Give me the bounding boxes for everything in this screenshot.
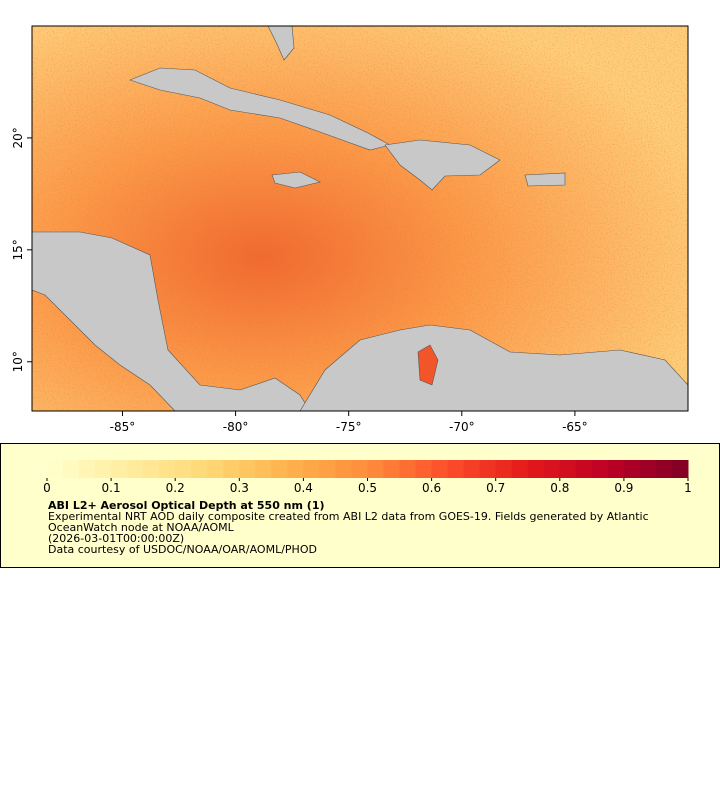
x-tick-label: -85° xyxy=(110,420,136,434)
legend-credit: Data courtesy of USDOC/NOAA/OAR/AOML/PHO… xyxy=(48,543,317,556)
colorbar-tick-label: 0.1 xyxy=(102,481,121,495)
south-america xyxy=(299,324,688,411)
colorbar-block xyxy=(447,460,465,478)
x-tick-label: -80° xyxy=(223,420,249,434)
colorbar-block xyxy=(479,460,497,478)
x-tick-label: -65° xyxy=(562,420,588,434)
colorbar-block xyxy=(367,460,385,478)
colorbar-block xyxy=(671,460,689,478)
colorbar-tick-label: 0.8 xyxy=(550,481,569,495)
colorbar-tick-label: 0.3 xyxy=(230,481,249,495)
lake-maracaibo xyxy=(417,344,439,386)
legend-text: ABI L2+ Aerosol Optical Depth at 550 nm … xyxy=(48,500,688,555)
colorbar-tick-label: 1 xyxy=(684,481,692,495)
florida xyxy=(267,26,295,61)
puerto-rico xyxy=(524,172,566,187)
legend-title: ABI L2+ Aerosol Optical Depth at 550 nm … xyxy=(48,499,325,512)
colorbar-tick-label: 0.4 xyxy=(294,481,313,495)
colorbar-block xyxy=(127,460,144,478)
jamaica xyxy=(271,171,321,189)
colorbar-block xyxy=(591,460,609,478)
colorbar-block xyxy=(319,460,336,478)
colorbar-block xyxy=(63,460,80,478)
colorbar-tick-label: 0.2 xyxy=(166,481,185,495)
colorbar-block xyxy=(303,460,320,478)
map-figure: -85° -80° -75° -70° -65° 10° 15° 20° 0 0.1 0.2 0.3… xyxy=(11,25,692,495)
colorbar-block xyxy=(335,460,352,478)
colorbar-block xyxy=(223,460,240,478)
colorbar-block xyxy=(511,460,529,478)
colorbar-block xyxy=(527,460,545,478)
colorbar-block xyxy=(175,460,192,478)
colorbar-block xyxy=(543,460,561,478)
hispaniola xyxy=(384,139,501,191)
colorbar-block xyxy=(239,460,256,478)
colorbar-block xyxy=(383,460,401,478)
colorbar-block xyxy=(143,460,160,478)
map-frame xyxy=(31,25,689,412)
y-tick-label: 20° xyxy=(11,127,25,148)
colorbar-tick-label: 0.7 xyxy=(486,481,505,495)
colorbar: 0 0.1 0.2 0.3 0.4 0.5 0.6 0.7 0.8 0.9 1 xyxy=(43,460,692,495)
colorbar-block xyxy=(271,460,288,478)
colorbar-block xyxy=(415,460,433,478)
colorbar-block xyxy=(255,460,272,478)
colorbar-block xyxy=(623,460,641,478)
land xyxy=(32,26,688,411)
colorbar-block xyxy=(607,460,625,478)
colorbar-block xyxy=(463,460,481,478)
legend-description: Experimental NRT AOD daily composite cre… xyxy=(48,510,649,534)
colorbar-block xyxy=(639,460,657,478)
colorbar-block xyxy=(47,460,64,478)
colorbar-block xyxy=(79,460,96,478)
colorbar-block xyxy=(559,460,577,478)
colorbar-tick-label: 0.5 xyxy=(358,481,377,495)
colorbar-tick-label: 0.9 xyxy=(614,481,633,495)
colorbar-block xyxy=(351,460,368,478)
colorbar-tick-label: 0 xyxy=(43,481,51,495)
x-tick-label: -75° xyxy=(336,420,362,434)
colorbar-block xyxy=(575,460,593,478)
colorbar-block xyxy=(95,460,112,478)
colorbar-block xyxy=(655,460,673,478)
colorbar-block xyxy=(191,460,208,478)
colorbar-block xyxy=(287,460,304,478)
y-tick-label: 10° xyxy=(11,351,25,372)
colorbar-block xyxy=(207,460,224,478)
colorbar-block xyxy=(495,460,513,478)
colorbar-block xyxy=(399,460,417,478)
colorbar-block xyxy=(159,460,176,478)
axes: -85° -80° -75° -70° -65° 10° 15° 20° xyxy=(11,127,588,434)
colorbar-tick-label: 0.6 xyxy=(422,481,441,495)
central-america xyxy=(32,231,311,411)
y-tick-label: 15° xyxy=(11,239,25,260)
map-area xyxy=(32,26,688,411)
x-tick-label: -70° xyxy=(449,420,475,434)
colorbar-block xyxy=(111,460,128,478)
colorbar-block xyxy=(431,460,449,478)
legend-date: (2026-03-01T00:00:00Z) xyxy=(48,532,185,545)
